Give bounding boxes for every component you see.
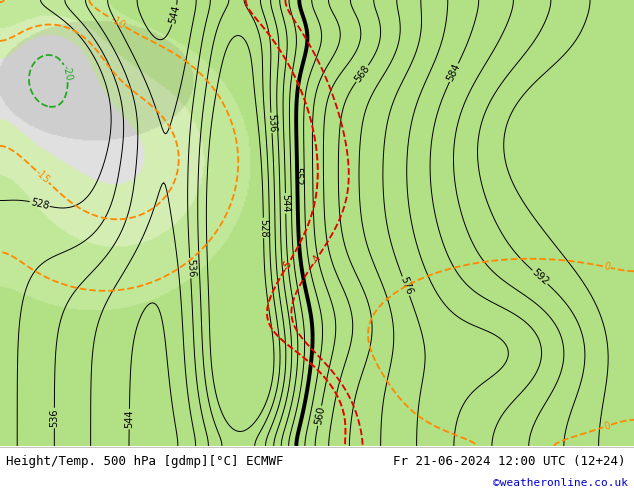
Text: 592: 592 [530,267,550,287]
Text: 584: 584 [446,62,462,83]
Text: 536: 536 [49,409,60,427]
Text: 528: 528 [30,197,50,211]
Text: Height/Temp. 500 hPa [gdmp][°C] ECMWF: Height/Temp. 500 hPa [gdmp][°C] ECMWF [6,455,284,468]
Text: -4: -4 [309,252,323,266]
Text: ©weatheronline.co.uk: ©weatheronline.co.uk [493,478,628,489]
Text: 576: 576 [398,275,414,296]
Text: 544: 544 [168,4,182,25]
Text: 544: 544 [280,194,291,213]
Text: -20: -20 [60,65,74,82]
Text: -5: -5 [281,258,294,271]
Text: 544: 544 [124,410,134,428]
Text: 552: 552 [292,167,302,186]
Text: -10: -10 [108,14,127,31]
Text: 536: 536 [266,113,277,132]
Text: -15: -15 [33,168,51,186]
Text: Fr 21-06-2024 12:00 UTC (12+24): Fr 21-06-2024 12:00 UTC (12+24) [393,455,626,468]
Text: 560: 560 [313,406,327,426]
Text: 528: 528 [258,219,269,237]
Text: 536: 536 [184,259,196,278]
Text: 0: 0 [603,262,611,272]
Text: 0: 0 [602,420,611,432]
Text: -5: -5 [281,258,294,271]
Text: 568: 568 [353,63,372,84]
